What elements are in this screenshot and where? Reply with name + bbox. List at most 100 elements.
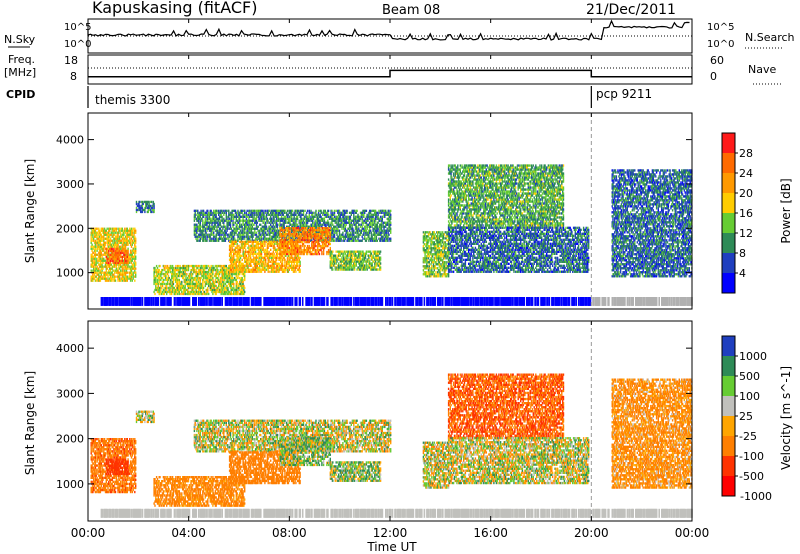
velocity-cell [96, 444, 97, 446]
velocity-cell [101, 483, 102, 485]
power-cell [95, 250, 96, 252]
velocity-cell [108, 491, 109, 493]
velocity-cell [99, 440, 100, 442]
velocity-cell [114, 440, 115, 442]
power-cell [110, 274, 111, 276]
power-cell [98, 244, 99, 246]
power-cell [116, 266, 117, 268]
power-cell [117, 280, 118, 282]
power-cell [98, 278, 99, 280]
power-cell [101, 252, 102, 254]
velocity-cell [114, 483, 115, 485]
power-cell [101, 234, 102, 236]
power-cell [113, 274, 114, 276]
velocity-cell [101, 448, 102, 450]
velocity-cell [97, 464, 98, 466]
power-cell [111, 280, 112, 282]
power-cell [97, 254, 98, 256]
velocity-cell [100, 467, 101, 469]
velocity-cell [107, 454, 108, 456]
power-cell [107, 278, 108, 280]
velocity-cell [109, 483, 110, 485]
power-cell [113, 232, 114, 234]
velocity-cell [91, 481, 92, 483]
power-cell [100, 280, 101, 282]
velocity-cell [93, 462, 94, 464]
power-cell [116, 268, 117, 270]
power-cell [91, 270, 92, 272]
power-cell [92, 236, 93, 238]
velocity-cell [91, 456, 92, 458]
velocity-cell [103, 460, 104, 462]
power-cell [110, 242, 111, 244]
power-cell [96, 276, 97, 278]
velocity-cell [96, 450, 97, 452]
velocity-cell [112, 446, 113, 448]
velocity-cell [101, 464, 102, 466]
velocity-cell [108, 442, 109, 444]
velocity-cell [101, 462, 102, 464]
power-cell [94, 274, 95, 276]
velocity-cell [102, 477, 103, 479]
velocity-cell [98, 438, 99, 440]
power-cell [94, 258, 95, 260]
velocity-cell [109, 446, 110, 448]
velocity-cell [117, 481, 118, 483]
power-cell [96, 234, 97, 236]
velocity-cell [106, 489, 107, 491]
velocity-cell [117, 448, 118, 450]
power-cell [91, 254, 92, 256]
velocity-cell [93, 458, 94, 460]
velocity-cell [96, 491, 97, 493]
velocity-cell [117, 446, 118, 448]
velocity-cell [98, 481, 99, 483]
range-time-plot: 1000100020002000300030004000400000:00 04:… [0, 0, 800, 554]
velocity-cell [110, 485, 111, 487]
velocity-cell [95, 460, 96, 462]
velocity-cell [92, 475, 93, 477]
velocity-cell [100, 481, 101, 483]
plot-data-layer [91, 164, 693, 517]
power-cell [110, 228, 111, 230]
velocity-cell [100, 469, 101, 471]
velocity-cell [112, 489, 113, 491]
power-cell [114, 246, 115, 248]
velocity-cell [107, 487, 108, 489]
velocity-cell [119, 487, 120, 489]
velocity-cell [117, 454, 118, 456]
power-cell [109, 236, 110, 238]
velocity-cell [105, 487, 106, 489]
power-cell [100, 270, 101, 272]
velocity-cell [118, 442, 119, 444]
power-cell [106, 266, 107, 268]
velocity-cell [116, 479, 117, 481]
power-cell [106, 270, 107, 272]
power-cell [95, 244, 96, 246]
velocity-cell [93, 487, 94, 489]
power-cell [98, 228, 99, 230]
velocity-cell [91, 460, 92, 462]
power-cell [116, 228, 117, 230]
velocity-cell [106, 481, 107, 483]
velocity-cell [111, 491, 112, 493]
velocity-cell [98, 485, 99, 487]
power-cell [92, 234, 93, 236]
power-cell [108, 270, 109, 272]
power-cell [102, 262, 103, 264]
power-cell [112, 236, 113, 238]
velocity-cell [103, 469, 104, 471]
power-cell [117, 242, 118, 244]
velocity-cell [110, 487, 111, 489]
power-cell [117, 234, 118, 236]
velocity-cell [110, 448, 111, 450]
velocity-cell [119, 489, 120, 491]
velocity-cell [95, 458, 96, 460]
power-cell [91, 250, 92, 252]
power-cell [112, 276, 113, 278]
power-cell [96, 250, 97, 252]
velocity-cell [116, 438, 117, 440]
velocity-cell [98, 448, 99, 450]
velocity-cell [96, 477, 97, 479]
power-cell [103, 236, 104, 238]
power-cell [95, 252, 96, 254]
